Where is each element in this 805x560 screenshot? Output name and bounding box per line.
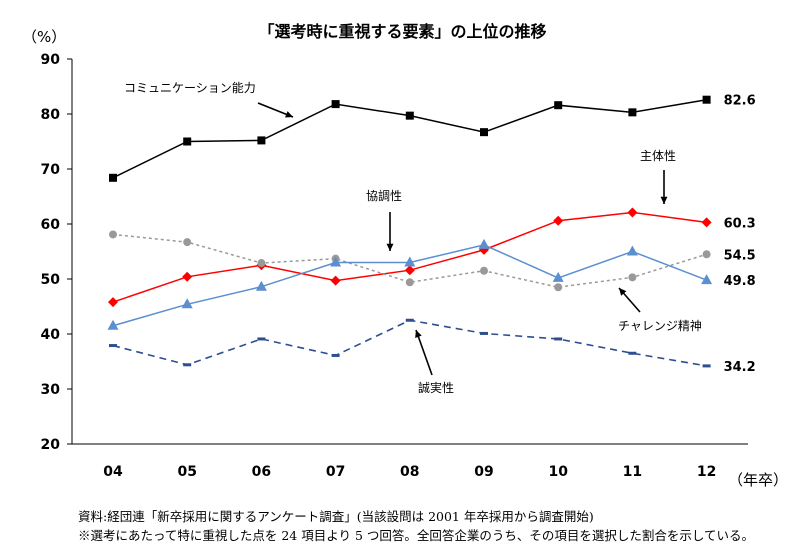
data-point xyxy=(553,215,564,226)
data-point xyxy=(183,363,192,367)
data-point xyxy=(257,259,266,268)
chart-notes: 資料:経団連「新卒採用に関するアンケート調査」(当該設問は 2001 年卒採用か… xyxy=(78,507,754,545)
data-point xyxy=(702,364,711,368)
y-tick-label: 80 xyxy=(41,107,61,123)
data-point xyxy=(701,274,713,285)
data-point xyxy=(109,173,117,182)
x-tick-label: 12 xyxy=(697,464,716,480)
data-point xyxy=(257,337,266,341)
chart-title: 「選考時に重視する要素」の上位の推移 xyxy=(258,22,547,41)
y-tick-label: 60 xyxy=(41,217,61,233)
annotation-label: 主体性 xyxy=(640,149,676,163)
series-line-2 xyxy=(112,233,707,289)
line-chart: 20 30 40 50 60 70 80 90 04 05 06 07 08 09 10 11 12 82.6 60… xyxy=(41,52,756,480)
x-tick-label: 11 xyxy=(623,464,642,480)
data-label: 34.2 xyxy=(724,360,756,375)
data-point xyxy=(181,298,193,309)
annotation-arrow-head xyxy=(285,111,293,118)
data-point xyxy=(404,265,415,276)
data-point xyxy=(330,275,341,286)
data-point xyxy=(702,95,711,104)
y-tick-label: 30 xyxy=(41,382,61,398)
data-point xyxy=(107,319,119,330)
data-point xyxy=(330,256,342,267)
annotation-arrow-head xyxy=(660,196,668,204)
x-tick-label: 07 xyxy=(326,464,345,480)
data-point xyxy=(331,353,340,357)
chart-area: 「選考時に重視する要素」の上位の推移 （%） （年卒） 20 30 40 50 60 70… xyxy=(22,22,789,489)
data-point xyxy=(627,207,638,218)
data-point xyxy=(554,101,563,110)
data-point xyxy=(257,136,266,145)
annotation-arrow xyxy=(415,329,433,376)
y-tick-label: 40 xyxy=(41,327,61,343)
data-point xyxy=(554,283,563,292)
data-point xyxy=(626,245,638,256)
data-point xyxy=(628,351,637,355)
y-axis-unit: （%） xyxy=(22,28,67,46)
data-label: 54.5 xyxy=(724,248,756,263)
data-point xyxy=(480,128,488,137)
y-tick-label: 70 xyxy=(41,162,61,178)
y-tick-label: 90 xyxy=(41,52,61,68)
x-tick-label: 04 xyxy=(103,464,123,480)
x-tick-label: 10 xyxy=(548,464,568,480)
y-tick-label: 20 xyxy=(41,437,61,453)
data-label: 60.3 xyxy=(724,216,756,231)
data-point xyxy=(331,100,340,109)
annotation-arrow-head xyxy=(619,288,627,296)
annotation-arrow-head xyxy=(386,243,394,251)
data-point xyxy=(108,297,118,308)
x-tick-label: 09 xyxy=(474,464,493,480)
data-point xyxy=(552,271,564,282)
data-point xyxy=(182,271,193,282)
data-point xyxy=(183,238,192,247)
annotation-label: チャレンジ精神 xyxy=(618,319,702,333)
annotation-label: 協調性 xyxy=(366,188,402,203)
data-point xyxy=(701,217,712,228)
x-axis-unit: （年卒） xyxy=(728,471,789,489)
x-tick-label: 05 xyxy=(177,464,196,480)
data-point xyxy=(628,108,637,117)
data-point xyxy=(405,318,414,322)
data-point xyxy=(628,273,637,282)
data-point xyxy=(480,266,488,275)
y-tick-label: 50 xyxy=(41,272,61,288)
series-line-0 xyxy=(112,98,707,179)
data-point xyxy=(404,256,416,267)
source-note: 資料:経団連「新卒採用に関するアンケート調査」(当該設問は 2001 年卒採用か… xyxy=(78,509,594,524)
data-point xyxy=(109,230,117,239)
data-point xyxy=(109,344,117,348)
data-label: 49.8 xyxy=(724,274,756,289)
data-point xyxy=(478,238,490,249)
data-point xyxy=(255,280,267,291)
method-note: ※選考にあたって特に重視した点を 24 項目より 5 つ回答。全回答企業のうち、… xyxy=(78,528,755,543)
annotation-label: コミュニケーション能力 xyxy=(124,81,256,95)
data-point xyxy=(405,111,414,120)
x-tick-label: 06 xyxy=(252,464,271,480)
data-label: 82.6 xyxy=(724,94,756,109)
data-point xyxy=(554,337,563,341)
annotation-label: 誠実性 xyxy=(418,380,454,395)
data-point xyxy=(405,278,414,287)
annotation-arrow-head xyxy=(415,330,422,338)
data-point xyxy=(702,250,711,259)
data-point xyxy=(183,137,192,146)
data-point xyxy=(480,331,488,335)
x-tick-label: 08 xyxy=(400,464,419,480)
